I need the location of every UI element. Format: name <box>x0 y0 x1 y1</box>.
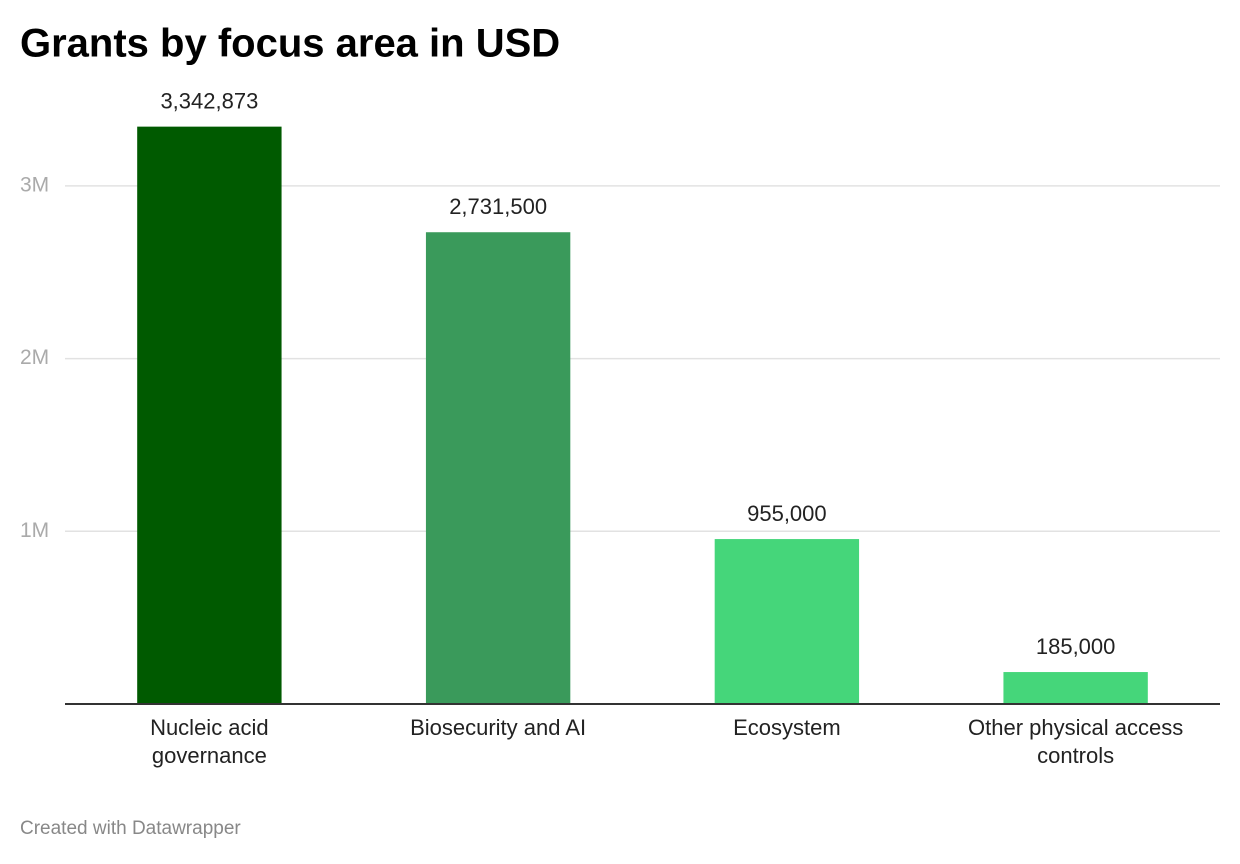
x-tick-label: Other physical access controls <box>968 715 1184 768</box>
value-label: 3,342,873 <box>160 88 258 113</box>
bar <box>714 539 860 704</box>
footer: Created with Datawrapper <box>20 818 241 839</box>
chart-title: Grants by focus area in USD <box>20 22 560 66</box>
bar <box>425 232 571 704</box>
x-tick-label: Nucleic acid governance <box>150 715 269 768</box>
value-label: 185,000 <box>1036 634 1116 659</box>
y-tick-label: 1M <box>20 519 49 542</box>
x-tick-label: Ecosystem <box>733 715 841 740</box>
value-label: 955,000 <box>747 501 827 526</box>
x-tick-label: Biosecurity and AI <box>410 715 587 740</box>
y-tick-label: 3M <box>20 173 49 196</box>
y-tick-label: 2M <box>20 346 49 369</box>
value-label: 2,731,500 <box>449 194 547 219</box>
bar <box>137 126 282 705</box>
bar <box>1003 672 1148 704</box>
